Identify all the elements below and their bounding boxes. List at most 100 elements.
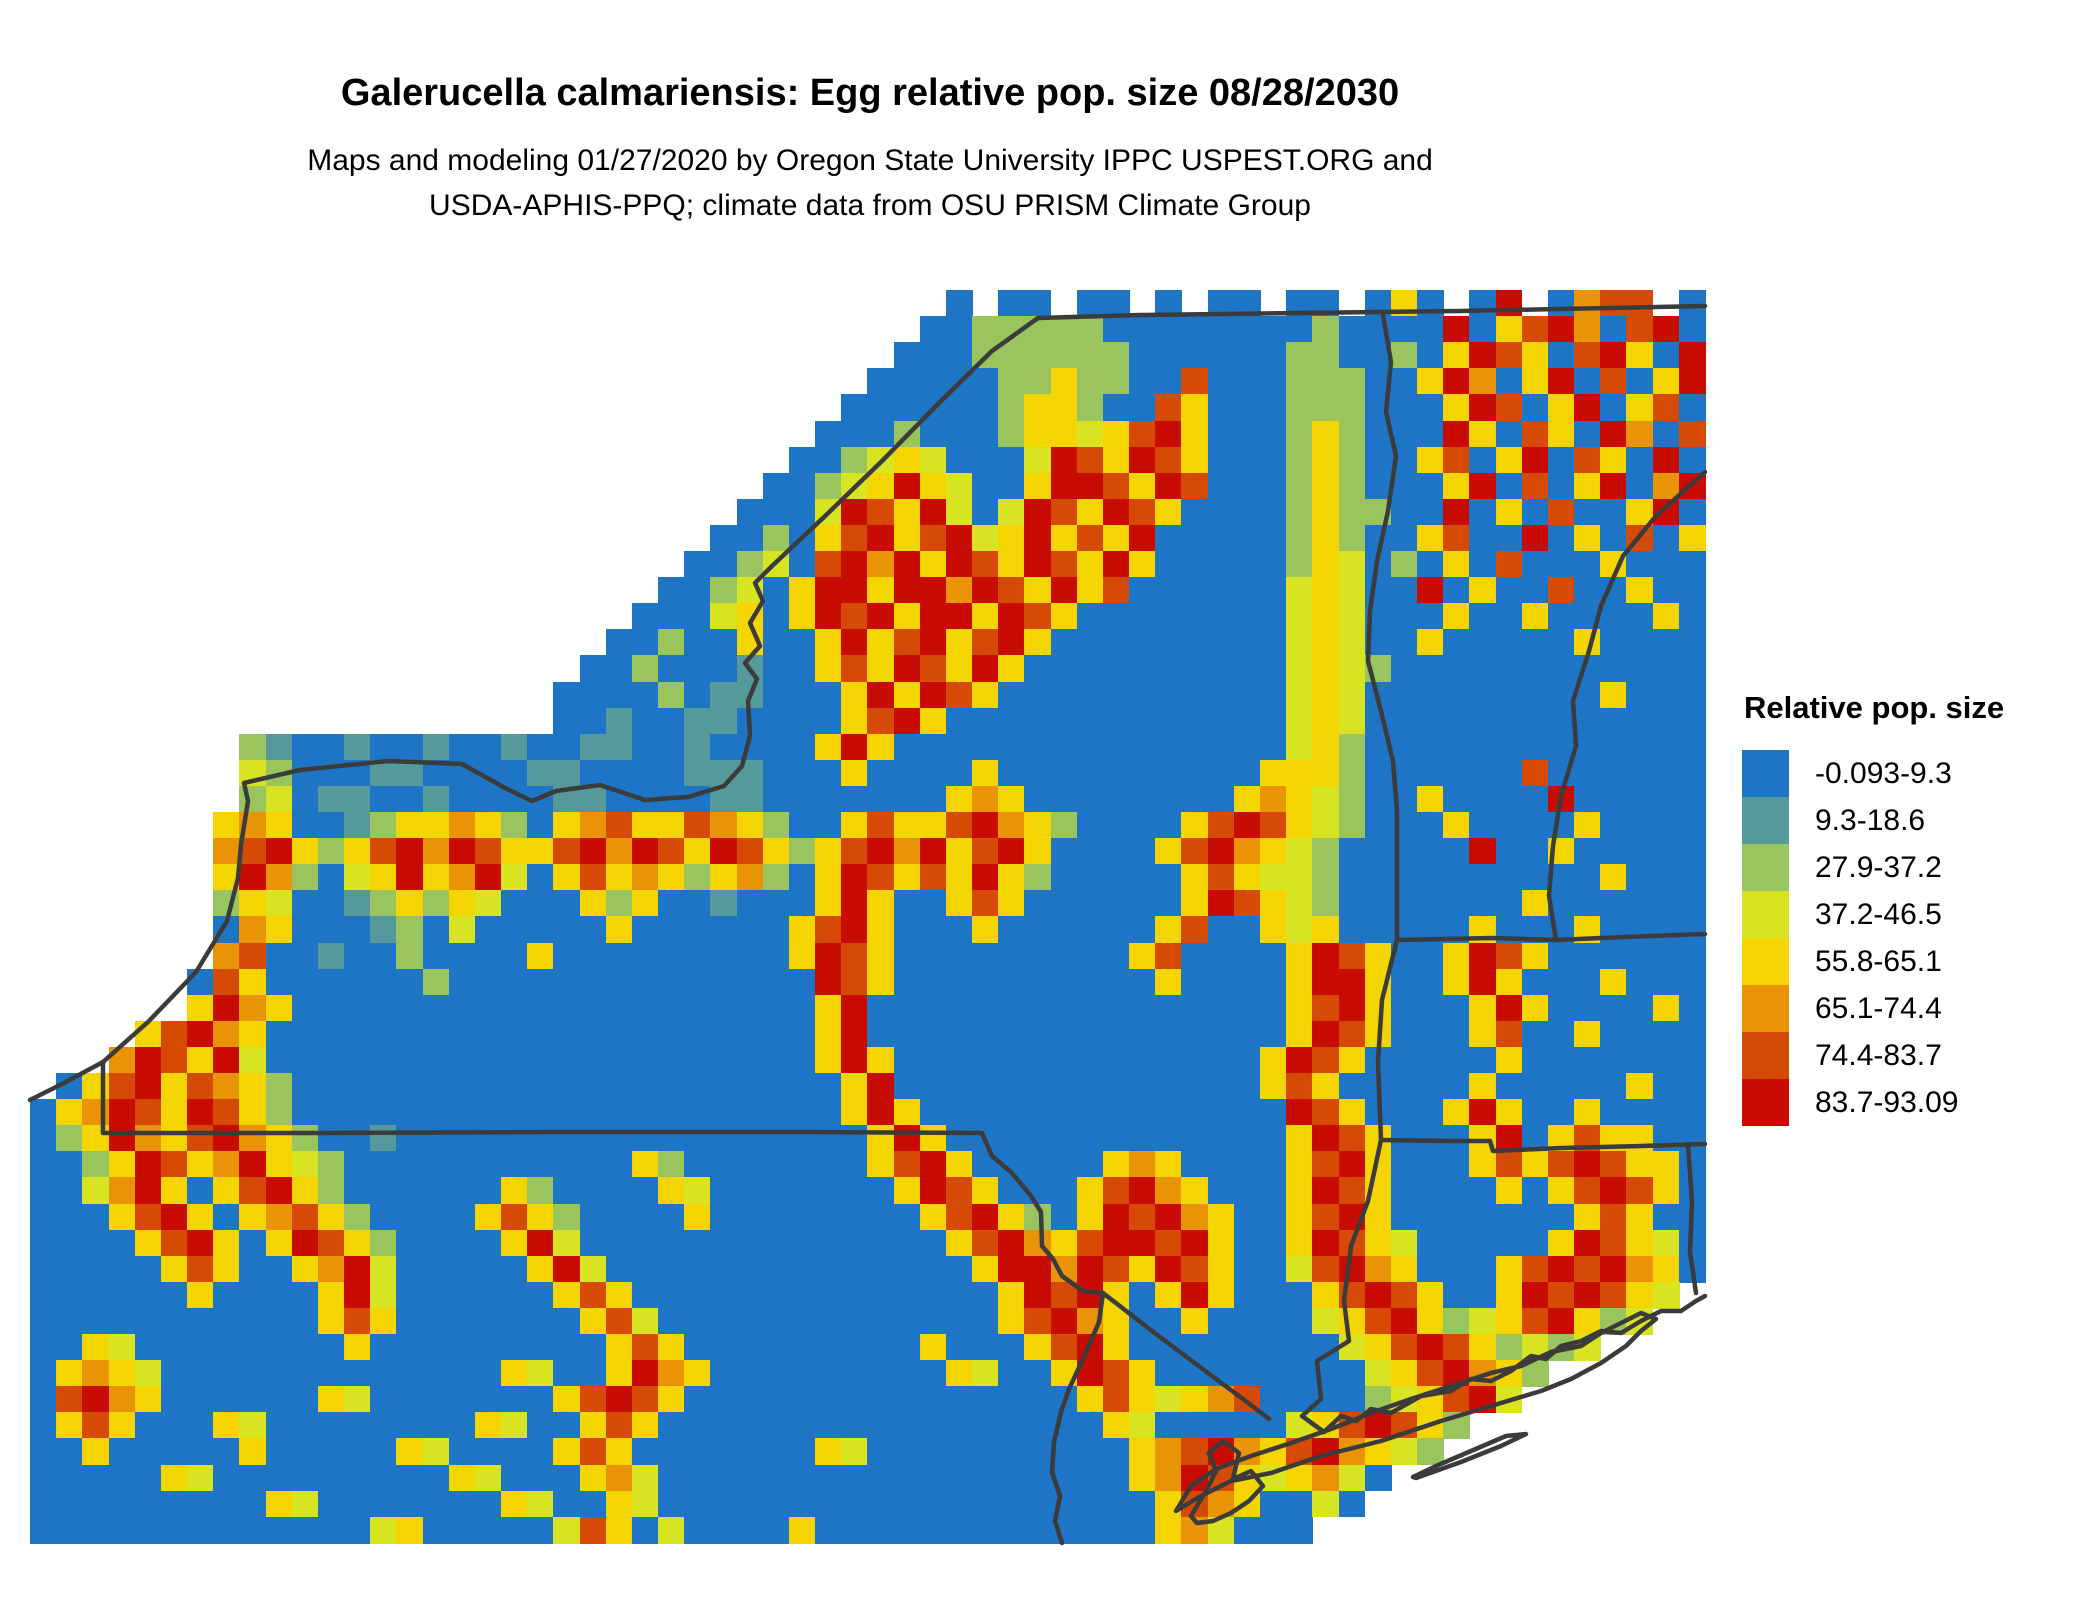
map-cell [919, 1334, 947, 1361]
map-cell [1076, 1073, 1104, 1100]
map-cell [684, 890, 712, 918]
map-cell [945, 864, 973, 892]
map-cell [788, 446, 816, 474]
map-cell [1312, 1464, 1340, 1492]
map-cell [1259, 524, 1287, 552]
map-cell [1207, 446, 1235, 474]
map-cell [1469, 838, 1497, 865]
map-cell [1076, 942, 1104, 970]
legend-range-label: -0.093-9.3 [1815, 756, 1952, 790]
map-cell [684, 1281, 712, 1309]
map-cell [1338, 394, 1366, 422]
map-cell [972, 629, 1000, 657]
map-cell [1155, 394, 1183, 422]
map-cell [945, 551, 973, 578]
map-cell [553, 681, 581, 709]
map-cell [1600, 342, 1628, 370]
map-cell [684, 603, 712, 631]
map-cell [867, 812, 895, 839]
map-cell [710, 733, 738, 761]
map-cell [1364, 498, 1392, 526]
map-cell [605, 890, 633, 918]
map-cell [1338, 838, 1366, 865]
map-cell [1338, 1099, 1366, 1126]
map-cell [1417, 394, 1444, 422]
map-cell [1495, 1281, 1523, 1309]
map-cell [1181, 1073, 1209, 1100]
map-cell [265, 864, 293, 892]
map-cell [1469, 916, 1497, 944]
map-cell [1390, 942, 1418, 970]
map-cell [815, 1125, 843, 1153]
map-cell [1521, 968, 1549, 996]
map-cell [1129, 1125, 1157, 1153]
map-cell [160, 1386, 188, 1414]
map-cell [1547, 1020, 1575, 1048]
map-cell [579, 1307, 607, 1335]
map-cell [1547, 446, 1575, 474]
map-cell [1547, 1229, 1575, 1257]
map-cell [1259, 420, 1287, 448]
map-cell [1076, 759, 1104, 787]
map-cell [1155, 446, 1183, 474]
map-cell [972, 655, 1000, 683]
map-cell [945, 1151, 973, 1179]
map-cell [396, 1203, 424, 1231]
map-cell [972, 603, 1000, 631]
map-cell [1312, 655, 1340, 683]
map-cell [1469, 994, 1497, 1022]
map-cell [1443, 1360, 1471, 1387]
map-cell [1076, 1334, 1104, 1361]
map-cell [1181, 1307, 1209, 1335]
map-cell [396, 1020, 424, 1048]
map-cell [1102, 838, 1130, 865]
map-cell [605, 1516, 633, 1544]
map-cell [605, 1046, 633, 1074]
map-cell [1600, 1046, 1628, 1074]
map-cell [1469, 1177, 1497, 1205]
map-cell [1600, 707, 1628, 735]
map-cell [1469, 1255, 1497, 1283]
map-cell [1129, 577, 1157, 604]
map-cell [736, 1229, 764, 1257]
map-cell [841, 629, 869, 657]
map-cell [1626, 498, 1654, 526]
map-cell [1076, 838, 1104, 865]
map-cell [501, 1516, 529, 1544]
map-cell [1259, 1464, 1287, 1492]
map-cell [501, 1203, 529, 1231]
map-cell [1521, 994, 1549, 1022]
map-cell [265, 1464, 293, 1492]
map-cell [893, 394, 921, 422]
map-cell [396, 942, 424, 970]
map-cell [788, 1073, 816, 1100]
map-cell [1338, 681, 1366, 709]
map-cell [919, 368, 947, 396]
map-cell [579, 759, 607, 787]
map-cell [1547, 290, 1575, 317]
map-cell [1050, 707, 1078, 735]
map-cell [1024, 1020, 1052, 1048]
map-cell [788, 681, 816, 709]
map-cell [1364, 1412, 1392, 1440]
map-cell [867, 994, 895, 1022]
map-cell [422, 1307, 450, 1335]
map-cell [265, 759, 293, 787]
map-cell [422, 838, 450, 865]
map-cell [710, 1099, 738, 1126]
legend-range-label: 9.3-18.6 [1815, 803, 1926, 837]
map-cell [474, 1386, 502, 1414]
map-cell [370, 1020, 398, 1048]
map-cell [684, 968, 712, 996]
map-cell [762, 498, 790, 526]
map-cell [291, 1125, 319, 1153]
map-cell [1626, 916, 1654, 944]
map-cell [1129, 994, 1157, 1022]
map-cell [1233, 1073, 1261, 1100]
map-cell [448, 916, 476, 944]
map-cell [893, 1020, 921, 1048]
map-cell [291, 1412, 319, 1440]
legend-range-label: 37.2-46.5 [1815, 897, 1942, 931]
map-cell [527, 1281, 555, 1309]
